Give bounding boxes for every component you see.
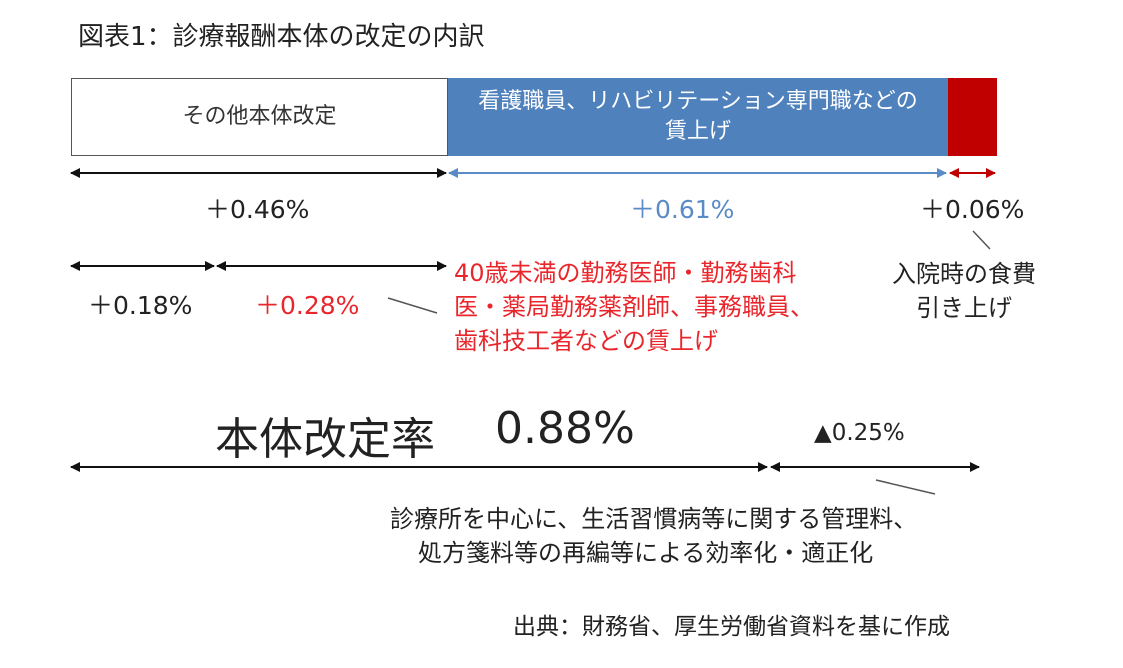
leader-meal bbox=[972, 230, 991, 250]
pct-nurse: ＋0.61% bbox=[630, 195, 735, 224]
segment-meal-cost bbox=[948, 78, 997, 156]
note-meal-line2: 引き上げ bbox=[916, 294, 1012, 322]
pct-sub2: ＋0.28% bbox=[255, 291, 360, 320]
note-reduction-line1: 診療所を中心に、生活習慣病等に関する管理料、 bbox=[390, 505, 918, 533]
total-label: 本体改定率 bbox=[215, 414, 435, 465]
pct-meal: ＋0.06% bbox=[920, 195, 1025, 224]
note-reduction-line2: 処方箋料等の再編等による効率化・適正化 bbox=[418, 539, 874, 567]
pct-other: ＋0.46% bbox=[205, 195, 310, 224]
figure-title: 図表1：診療報酬本体の改定の内訳 bbox=[78, 22, 485, 52]
segment-other-label: その他本体改定 bbox=[182, 104, 337, 129]
total-value: 0.88% bbox=[495, 403, 635, 454]
source-note: 出典：財務省、厚生労働省資料を基に作成 bbox=[513, 614, 950, 640]
note-young-line3: 歯科技工者などの賃上げ bbox=[454, 327, 718, 355]
note-young-line2: 医・薬局勤務薬剤師、事務職員、 bbox=[454, 293, 814, 321]
leader-reduction bbox=[875, 479, 936, 495]
pct-reduction: ▲0.25% bbox=[814, 420, 905, 446]
pct-sub1: ＋0.18% bbox=[88, 291, 193, 320]
note-young-line1: 40歳未満の勤務医師・勤務歯科 bbox=[454, 259, 797, 287]
leader-young bbox=[387, 297, 438, 314]
note-meal-line1: 入院時の食費 bbox=[892, 260, 1036, 288]
segment-nurse-wage: 看護職員、リハビリテーション専門職などの賃上げ bbox=[448, 78, 948, 156]
segment-other-revision: その他本体改定 bbox=[71, 78, 448, 156]
segment-nurse-label: 看護職員、リハビリテーション専門職などの賃上げ bbox=[478, 89, 918, 144]
